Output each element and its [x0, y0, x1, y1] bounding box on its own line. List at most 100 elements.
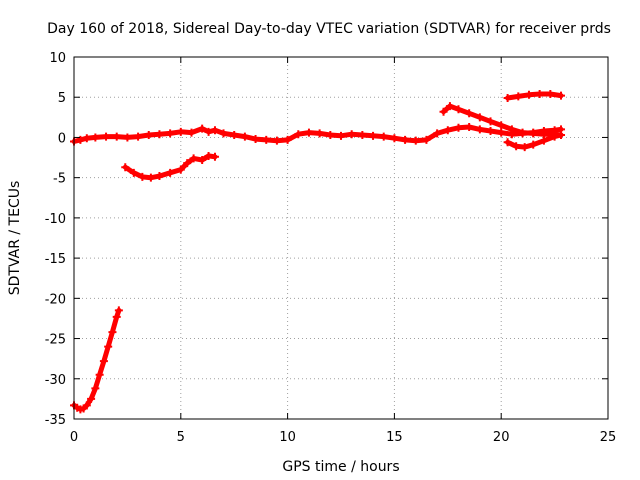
- data-point-marker: [497, 121, 506, 130]
- data-point-marker: [144, 131, 153, 140]
- data-point-marker: [401, 135, 410, 144]
- data-point-marker: [443, 126, 452, 135]
- data-point-marker: [283, 135, 292, 144]
- data-point-marker: [507, 125, 516, 134]
- data-point-marker: [315, 129, 324, 138]
- y-tick-label: -20: [45, 292, 66, 307]
- y-tick-label: -35: [45, 413, 66, 428]
- data-point-marker: [475, 125, 484, 134]
- data-point-marker: [112, 312, 121, 321]
- data-point-marker: [475, 113, 484, 122]
- data-point-marker: [91, 133, 100, 142]
- data-point-marker: [529, 129, 538, 138]
- data-point-marker: [486, 117, 495, 126]
- data-point-marker: [166, 168, 175, 177]
- data-point-marker: [337, 131, 345, 140]
- data-point-marker: [535, 90, 544, 99]
- data-point-marker: [251, 135, 260, 144]
- y-tick-label: -5: [53, 172, 66, 187]
- data-point-marker: [204, 127, 213, 136]
- series-steep-segment: [71, 307, 122, 412]
- data-point-marker: [108, 328, 117, 337]
- data-point-marker: [82, 134, 91, 143]
- y-axis-label: SDTVAR / TECUs: [7, 181, 23, 296]
- y-tick-label: -25: [45, 333, 66, 348]
- data-point-marker: [454, 123, 463, 132]
- data-point-marker: [91, 384, 100, 393]
- data-point-marker: [503, 138, 512, 147]
- data-point-marker: [155, 130, 164, 139]
- x-tick-label: 25: [600, 430, 617, 445]
- data-point-marker: [454, 105, 463, 114]
- data-point-marker: [198, 124, 207, 133]
- data-point-marker: [219, 129, 228, 138]
- data-point-marker: [439, 107, 448, 116]
- y-tick-label: -30: [45, 373, 66, 388]
- data-point-marker: [102, 132, 111, 141]
- data-point-marker: [433, 129, 442, 138]
- data-point-marker: [240, 132, 249, 141]
- data-point-marker: [138, 172, 147, 181]
- data-point-marker: [503, 94, 512, 103]
- data-point-marker: [134, 132, 143, 141]
- data-point-marker: [529, 140, 538, 149]
- plot-frame: [73, 56, 609, 420]
- data-point-marker: [210, 126, 219, 135]
- data-point-marker: [129, 168, 138, 177]
- data-point-marker: [176, 127, 185, 136]
- data-point-marker: [546, 90, 555, 99]
- data-point-marker: [210, 152, 219, 161]
- data-point-marker: [121, 163, 130, 172]
- x-tick-label: 15: [386, 430, 403, 445]
- data-point-marker: [411, 136, 420, 145]
- series-group: [70, 90, 566, 414]
- data-point-marker: [183, 159, 192, 168]
- y-tick-label: -10: [45, 212, 66, 227]
- data-point-marker: [82, 401, 91, 410]
- y-tick-label: 5: [58, 91, 66, 106]
- axis-ticks: 0 5 10 15 20 25 10 5 0 -5 -10 -15 -20 -25 -30 -35: [45, 51, 617, 445]
- data-point-marker: [518, 128, 527, 137]
- data-point-marker: [114, 306, 123, 315]
- data-point-marker: [176, 165, 185, 174]
- data-point-marker: [146, 173, 155, 182]
- data-point-marker: [76, 135, 85, 144]
- data-point-marker: [520, 143, 529, 152]
- data-point-marker: [87, 394, 96, 403]
- data-point-marker: [557, 91, 566, 100]
- x-tick-label: 10: [279, 430, 296, 445]
- data-point-marker: [272, 136, 281, 145]
- data-point-marker: [123, 133, 132, 142]
- data-point-marker: [187, 128, 196, 137]
- x-tick-label: 20: [493, 430, 510, 445]
- data-point-marker: [465, 122, 474, 131]
- data-point-marker: [189, 154, 198, 163]
- x-tick-label: 0: [70, 430, 78, 445]
- grid: [74, 57, 608, 419]
- data-point-marker: [369, 131, 378, 140]
- data-point-marker: [358, 131, 367, 140]
- data-point-marker: [104, 342, 113, 351]
- data-point-marker: [95, 370, 104, 379]
- data-point-marker: [230, 131, 239, 140]
- y-tick-label: 0: [58, 131, 66, 146]
- data-point-marker: [262, 135, 271, 144]
- data-point-marker: [514, 92, 523, 101]
- data-point-marker: [304, 128, 313, 137]
- data-point-marker: [99, 357, 108, 366]
- data-point-marker: [524, 90, 533, 99]
- x-tick-label: 5: [177, 430, 185, 445]
- data-point-marker: [347, 130, 356, 139]
- data-point-marker: [379, 132, 388, 141]
- y-tick-label: 10: [49, 51, 66, 66]
- data-point-marker: [166, 129, 175, 138]
- data-point-marker: [390, 134, 399, 143]
- data-point-marker: [550, 132, 559, 141]
- data-point-marker: [445, 102, 454, 111]
- data-point-marker: [557, 131, 566, 140]
- data-point-marker: [512, 142, 521, 151]
- data-point-marker: [326, 131, 335, 140]
- data-point-marker: [497, 128, 506, 137]
- data-point-marker: [539, 136, 548, 145]
